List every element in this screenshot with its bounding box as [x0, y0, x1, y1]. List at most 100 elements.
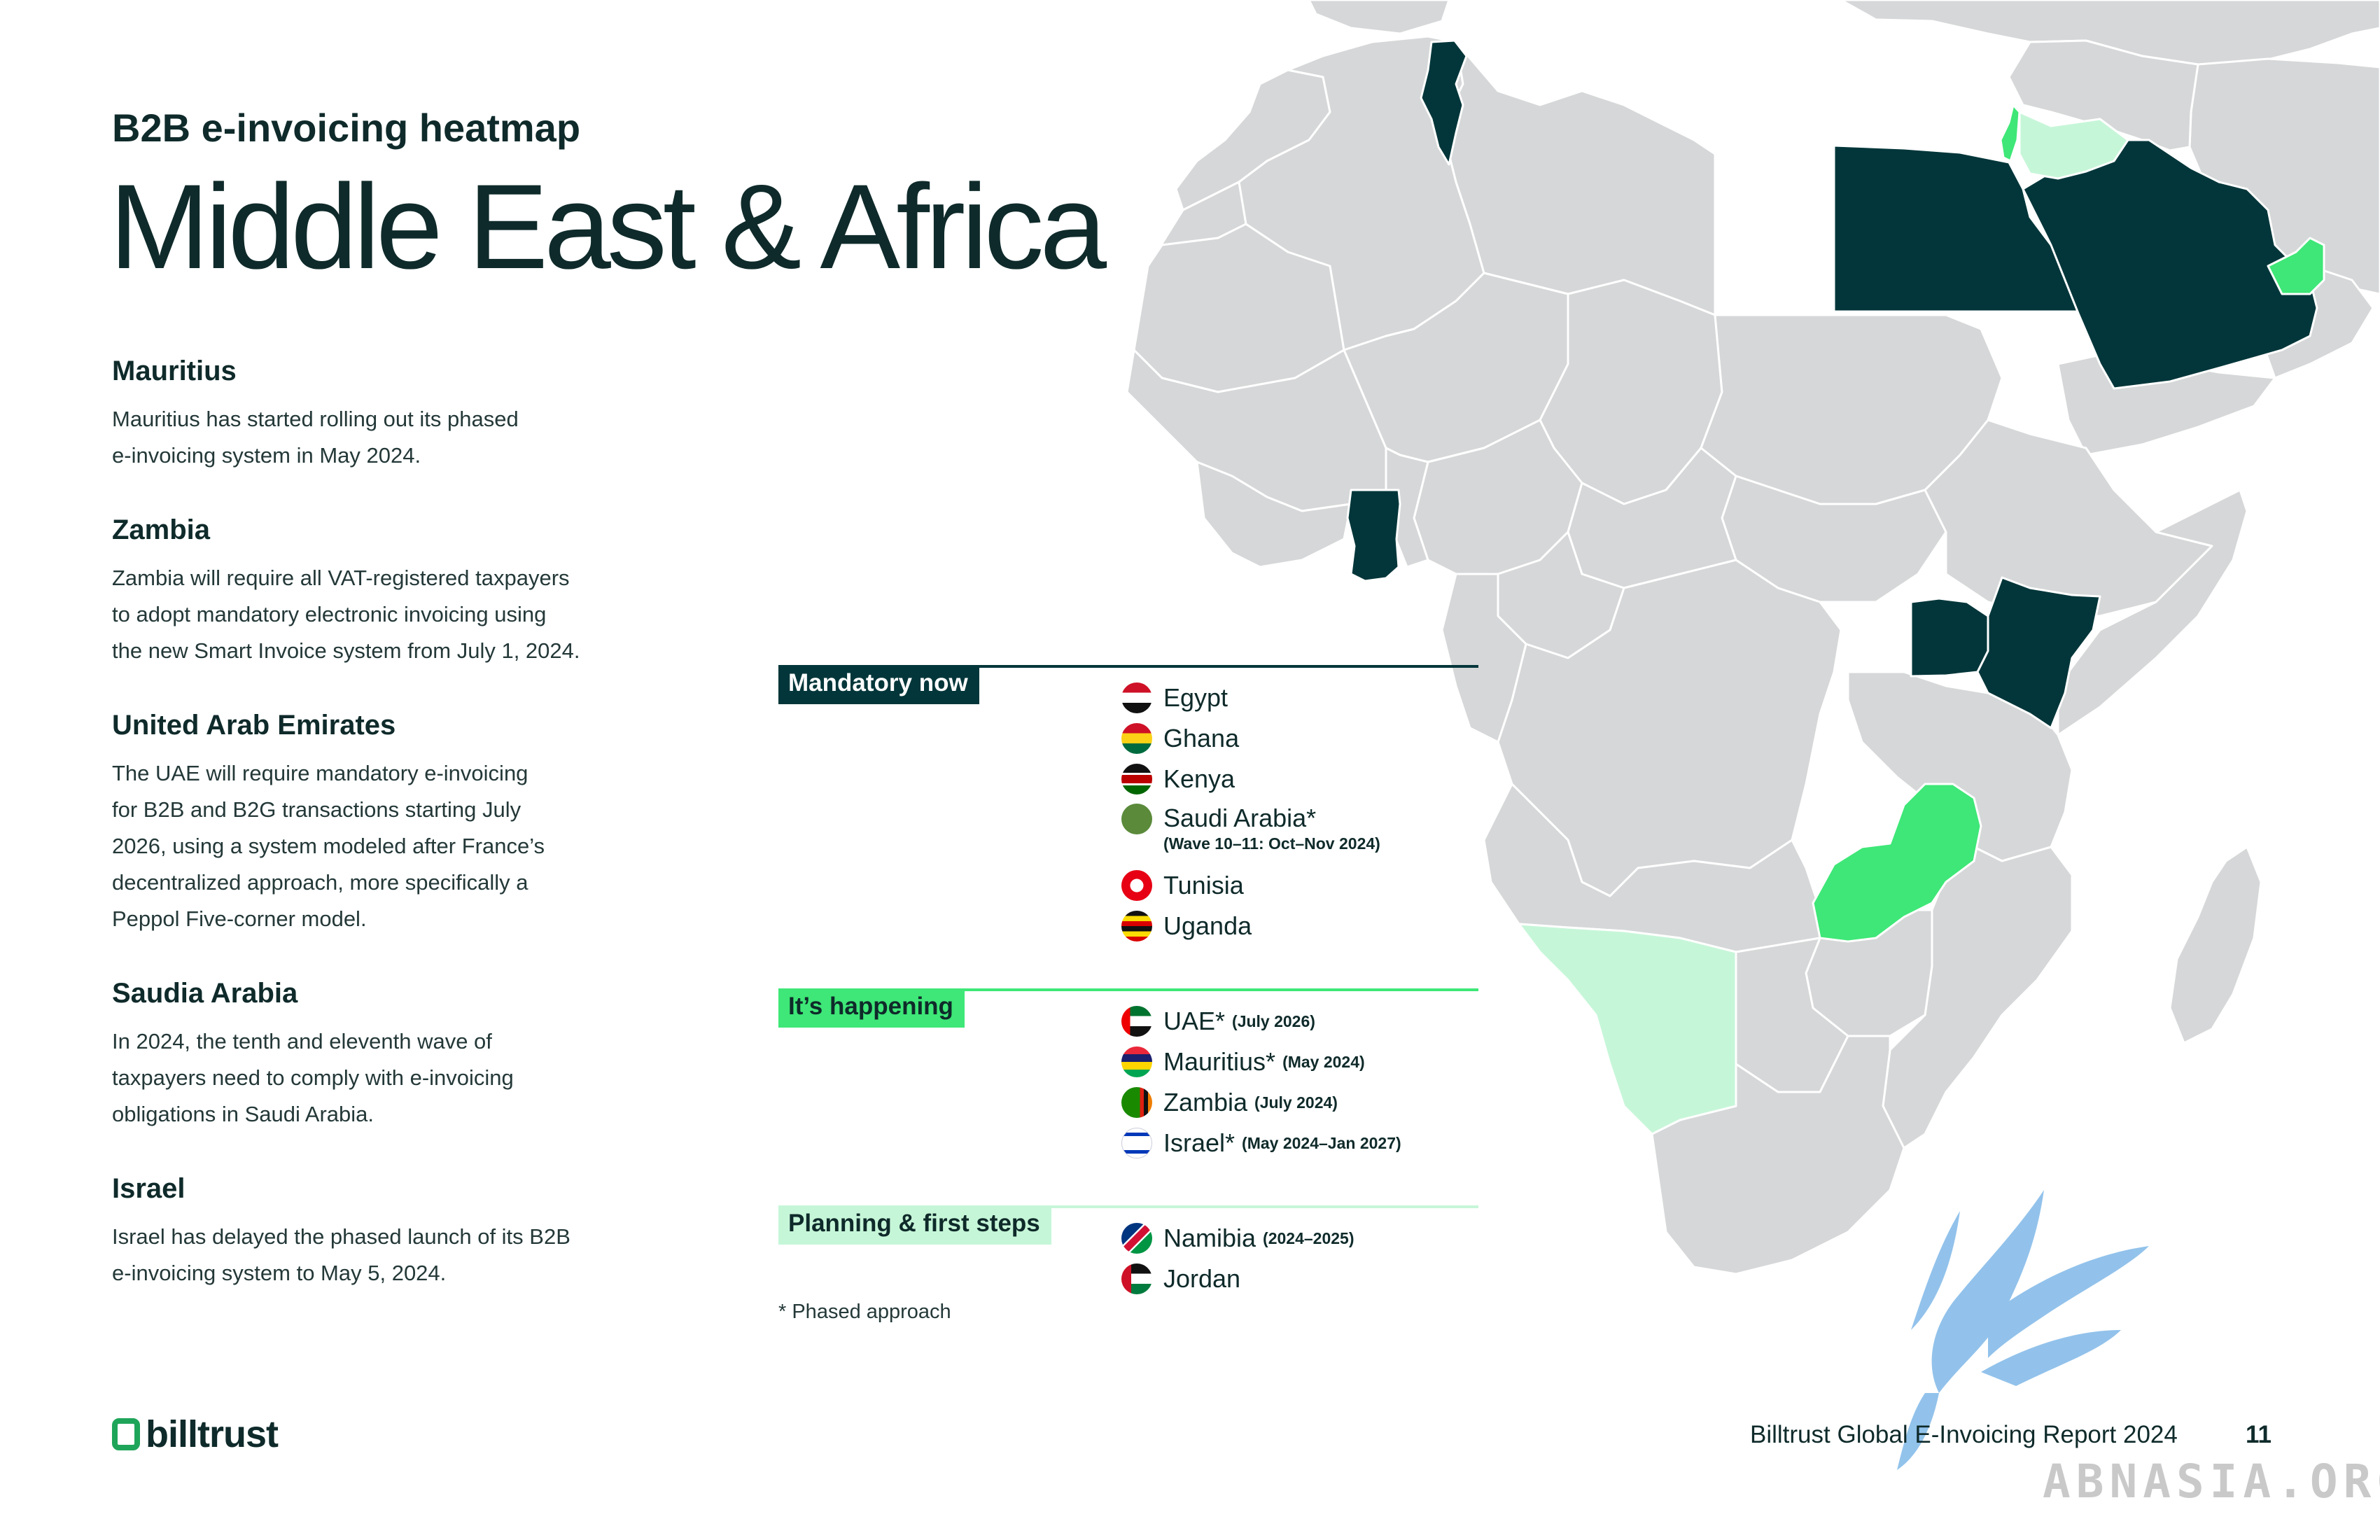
- note-heading: Zambia: [112, 514, 211, 545]
- watermark-bird-icon: [1897, 1190, 2149, 1470]
- list-item: Mauritius* (May 2024): [1121, 1042, 1401, 1082]
- list-item: Israel* (May 2024–Jan 2027): [1121, 1123, 1401, 1163]
- mauritius-flag-icon: [1121, 1046, 1152, 1077]
- country-name: Egypt: [1163, 683, 1228, 712]
- billtrust-logo-icon: [112, 1418, 140, 1450]
- note-body: Mauritius has started rolling out its ph…: [112, 401, 644, 474]
- watermark-text: ABNASIA.ORG: [2043, 1455, 2380, 1508]
- legend-tag-planning: Planning & first steps: [778, 1205, 1051, 1245]
- legend-tag-mandatory: Mandatory now: [778, 665, 979, 704]
- logo-text: billtrust: [146, 1413, 279, 1455]
- map-ethiopia: [1924, 419, 2213, 617]
- country-date: (May 2024–Jan 2027): [1242, 1133, 1401, 1152]
- map-israel: [1999, 104, 2021, 162]
- note-mauritius: Mauritius Mauritius has started rolling …: [112, 356, 644, 474]
- map-gabon: [1441, 573, 1527, 743]
- note-line: Peppol Five-corner model.: [112, 906, 367, 931]
- map-coast: [1196, 461, 1352, 568]
- country-subnote: (Wave 10–11: Oct–Nov 2024): [1163, 834, 1380, 853]
- note-uae: United Arab Emirates The UAE will requir…: [112, 710, 644, 937]
- map-somalia: [2057, 489, 2248, 736]
- list-item: Egypt: [1121, 678, 1316, 718]
- country-date: (July 2024): [1254, 1093, 1338, 1112]
- note-line: taxpayers need to comply with e-invoicin…: [112, 1065, 514, 1090]
- legend-rule: [778, 988, 1478, 991]
- report-title: Billtrust Global E-Invoicing Report 2024: [1750, 1421, 2178, 1448]
- country-date: (May 2024): [1282, 1052, 1365, 1071]
- list-item: Zambia (July 2024): [1121, 1082, 1401, 1123]
- note-heading: Israel: [112, 1173, 186, 1204]
- billtrust-logo: billtrust: [112, 1413, 279, 1456]
- note-body: Zambia will require all VAT-registered t…: [112, 560, 644, 669]
- map-uganda: [1910, 597, 1989, 678]
- legend-rule: [778, 665, 1478, 668]
- note-heading: United Arab Emirates: [112, 710, 396, 741]
- country-name: UAE*: [1163, 1007, 1226, 1035]
- uganda-flag-icon: [1121, 911, 1152, 941]
- map-europe-west: [1308, 0, 1450, 35]
- note-israel: Israel Israel has delayed the phased lau…: [112, 1173, 644, 1292]
- uae-flag-icon: [1121, 1006, 1152, 1037]
- country-date: (July 2026): [1232, 1011, 1315, 1030]
- country-name: Namibia: [1163, 1224, 1256, 1252]
- map-namibia: [1518, 923, 1737, 1135]
- note-line: Israel has delayed the phased launch of …: [112, 1224, 570, 1249]
- note-zambia: Zambia Zambia will require all VAT-regis…: [112, 514, 644, 669]
- legend-rule: [778, 1205, 1478, 1208]
- kenya-flag-icon: [1121, 764, 1152, 794]
- page-title: Middle East & Africa: [109, 160, 1107, 294]
- map-uae: [2267, 237, 2325, 295]
- map-madagascar: [2169, 846, 2262, 1044]
- list-item: Saudi Arabia* (Wave 10–11: Oct–Nov 2024): [1121, 799, 1380, 865]
- list-item: Ghana: [1121, 718, 1316, 759]
- map-zambia: [1812, 783, 1982, 943]
- list-item: Uganda: [1121, 906, 1316, 946]
- country-name: Zambia: [1163, 1088, 1248, 1116]
- country-name: Ghana: [1163, 724, 1240, 752]
- country-list-mandatory: Egypt Ghana Kenya Saudi Arabia* (Wave 10–…: [1121, 678, 1380, 946]
- country-date: (2024–2025): [1263, 1228, 1354, 1247]
- country-name: Saudi Arabia*: [1163, 804, 1317, 832]
- map-levant-iraq: [2008, 39, 2199, 152]
- map-tanzania: [1847, 671, 2073, 862]
- list-item: UAE* (July 2026): [1121, 1001, 1401, 1042]
- zambia-flag-icon: [1121, 1087, 1152, 1118]
- israel-flag-icon: [1121, 1128, 1152, 1158]
- note-line: Zambia will require all VAT-registered t…: [112, 566, 570, 590]
- note-line: the new Smart Invoice system from July 1…: [112, 638, 580, 663]
- list-item: Namibia (2024–2025): [1121, 1218, 1354, 1259]
- page-number: 11: [2246, 1421, 2272, 1448]
- jordan-flag-icon: [1121, 1264, 1152, 1294]
- note-line: decentralized approach, more specificall…: [112, 870, 528, 895]
- list-item: Kenya: [1121, 759, 1316, 799]
- note-line: to adopt mandatory electronic invoicing …: [112, 602, 547, 626]
- country-name: Kenya: [1163, 764, 1236, 793]
- footnote: * Phased approach: [778, 1301, 951, 1323]
- note-line: 2026, using a system modeled after Franc…: [112, 834, 545, 858]
- tunisia-flag-icon: [1121, 870, 1152, 901]
- egypt-flag-icon: [1121, 682, 1152, 713]
- map-egypt: [1833, 144, 2087, 313]
- saudi-arabia-flag-icon: [1121, 804, 1152, 834]
- note-body: In 2024, the tenth and eleventh wave of t…: [112, 1023, 644, 1133]
- note-heading: Mauritius: [112, 356, 237, 386]
- country-list-happening: UAE* (July 2026) Mauritius* (May 2024) Zam…: [1121, 1001, 1401, 1163]
- list-item: Tunisia: [1121, 865, 1316, 906]
- note-line: In 2024, the tenth and eleventh wave of: [112, 1029, 492, 1054]
- namibia-flag-icon: [1121, 1223, 1152, 1254]
- map-jordan: [2018, 111, 2129, 180]
- note-line: e-invoicing system in May 2024.: [112, 443, 421, 468]
- country-name: Israel*: [1163, 1128, 1236, 1157]
- region-map: [1126, 0, 2380, 1470]
- note-saudi-arabia: Saudia Arabia In 2024, the tenth and ele…: [112, 978, 644, 1133]
- country-name: Uganda: [1163, 911, 1252, 940]
- country-list-planning: Namibia (2024–2025) Jordan: [1121, 1218, 1354, 1299]
- ghana-flag-icon: [1121, 723, 1152, 754]
- map-kenya: [1976, 576, 2101, 729]
- note-line: for B2B and B2G transactions starting Ju…: [112, 797, 522, 822]
- map-ghana: [1346, 489, 1401, 582]
- note-line: obligations in Saudi Arabia.: [112, 1102, 374, 1126]
- note-line: e-invoicing system to May 5, 2024.: [112, 1261, 447, 1285]
- map-tunisia: [1420, 39, 1468, 166]
- country-notes: Mauritius Mauritius has started rolling …: [112, 356, 644, 1332]
